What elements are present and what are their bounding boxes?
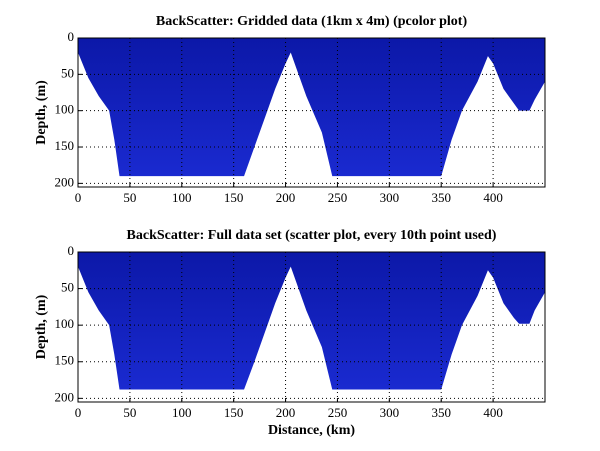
x-tick-label: 200 bbox=[276, 190, 296, 205]
y-tick-label: 0 bbox=[68, 243, 75, 258]
x-axis-label: Distance, (km) bbox=[268, 423, 355, 438]
y-axis-label: Depth, (m) bbox=[34, 80, 49, 145]
x-tick-label: 400 bbox=[483, 190, 503, 205]
x-tick-label: 100 bbox=[172, 190, 192, 205]
backscatter-area bbox=[78, 38, 545, 177]
y-tick-label: 100 bbox=[55, 102, 75, 117]
x-tick-label: 150 bbox=[224, 405, 244, 420]
plot-frame bbox=[77, 251, 546, 403]
x-tick-label: 350 bbox=[431, 405, 451, 420]
backscatter-area bbox=[78, 252, 545, 390]
y-tick-label: 50 bbox=[61, 280, 74, 295]
x-tick-label: 0 bbox=[75, 190, 82, 205]
plot-frame bbox=[77, 37, 546, 188]
y-tick-label: 200 bbox=[55, 389, 75, 404]
y-tick-label: 100 bbox=[55, 316, 75, 331]
y-tick-label: 150 bbox=[55, 353, 75, 368]
y-axis-label: Depth, (m) bbox=[34, 294, 49, 359]
x-tick-label: 200 bbox=[276, 405, 296, 420]
x-tick-label: 50 bbox=[123, 190, 136, 205]
x-tick-label: 400 bbox=[483, 405, 503, 420]
x-tick-label: 50 bbox=[123, 405, 136, 420]
x-tick-label: 350 bbox=[431, 190, 451, 205]
x-tick-label: 250 bbox=[328, 405, 348, 420]
x-tick-label: 150 bbox=[224, 190, 244, 205]
x-tick-label: 250 bbox=[328, 190, 348, 205]
chart-title: BackScatter: Gridded data (1km x 4m) (pc… bbox=[156, 14, 468, 29]
x-tick-label: 100 bbox=[172, 405, 192, 420]
y-tick-label: 50 bbox=[61, 65, 74, 80]
chart-title: BackScatter: Full data set (scatter plot… bbox=[127, 228, 497, 243]
y-tick-label: 0 bbox=[68, 29, 75, 44]
y-tick-label: 200 bbox=[55, 174, 75, 189]
x-tick-label: 300 bbox=[380, 405, 400, 420]
x-tick-label: 0 bbox=[75, 405, 82, 420]
x-tick-label: 300 bbox=[380, 190, 400, 205]
y-tick-label: 150 bbox=[55, 138, 75, 153]
